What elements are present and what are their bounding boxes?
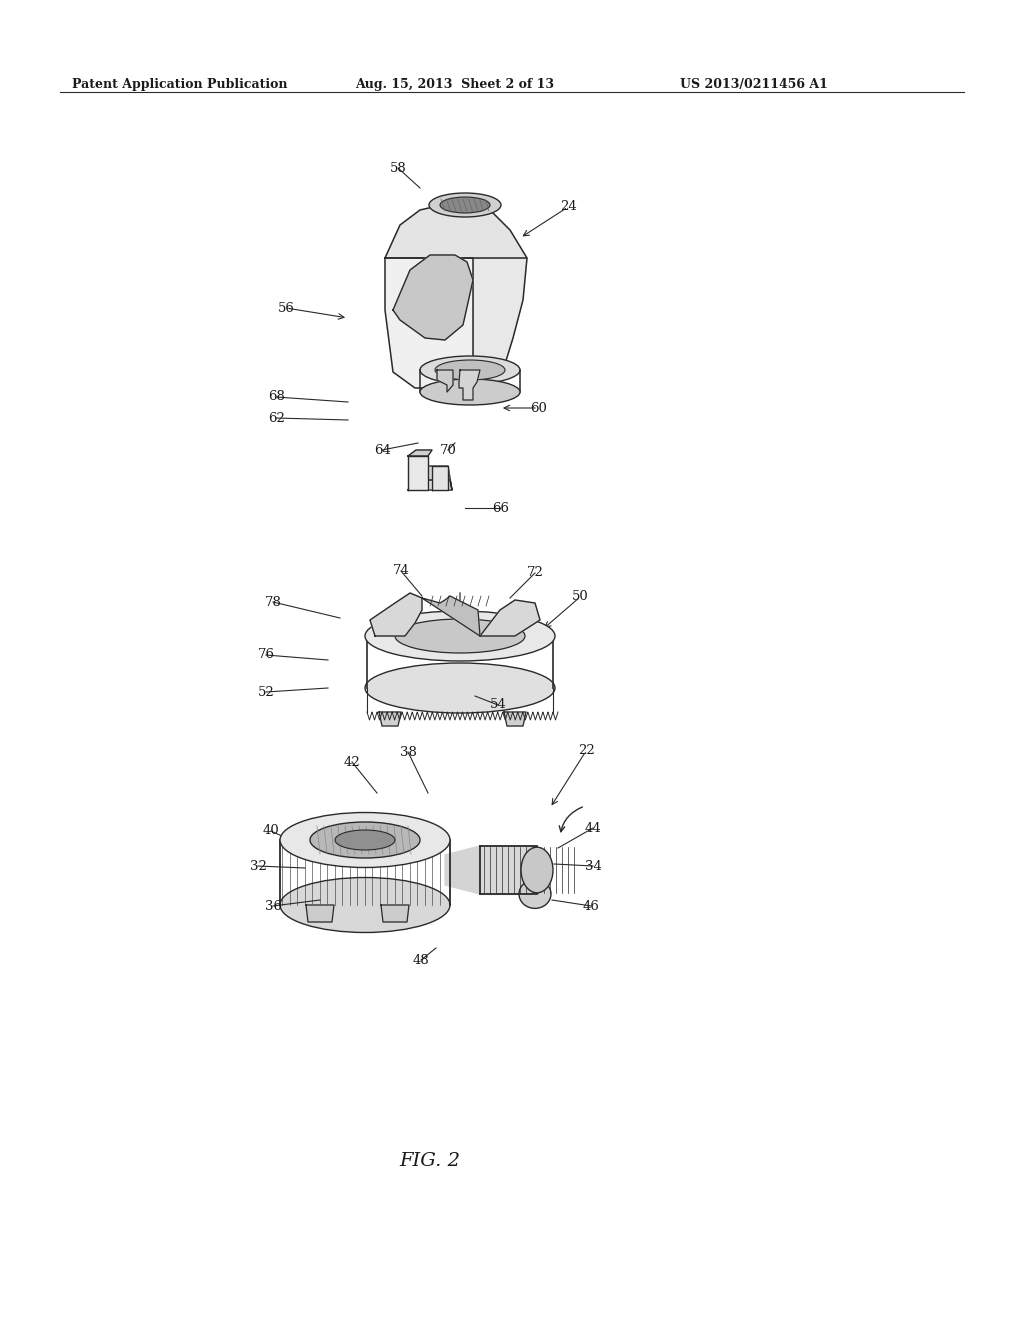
Text: 64: 64	[374, 444, 391, 457]
Text: Patent Application Publication: Patent Application Publication	[72, 78, 288, 91]
Polygon shape	[473, 257, 527, 364]
Text: 48: 48	[413, 953, 430, 966]
Polygon shape	[385, 257, 473, 388]
Text: 58: 58	[390, 161, 407, 174]
Ellipse shape	[420, 379, 520, 405]
Text: 76: 76	[258, 648, 275, 661]
Polygon shape	[445, 846, 480, 894]
Text: 72: 72	[527, 566, 544, 579]
Polygon shape	[408, 450, 432, 455]
Text: 68: 68	[268, 391, 285, 404]
Polygon shape	[370, 593, 422, 636]
Text: 44: 44	[585, 821, 602, 834]
Polygon shape	[412, 466, 452, 490]
Text: FIG. 2: FIG. 2	[399, 1152, 461, 1170]
Polygon shape	[385, 202, 527, 257]
Text: 46: 46	[583, 899, 600, 912]
Ellipse shape	[429, 193, 501, 216]
Ellipse shape	[420, 356, 520, 384]
Text: 70: 70	[440, 444, 457, 457]
Ellipse shape	[365, 663, 555, 713]
Polygon shape	[480, 601, 540, 636]
Text: Aug. 15, 2013  Sheet 2 of 13: Aug. 15, 2013 Sheet 2 of 13	[355, 78, 554, 91]
Text: 34: 34	[585, 859, 602, 873]
Text: 54: 54	[490, 698, 507, 711]
Text: 52: 52	[258, 685, 274, 698]
Text: 50: 50	[572, 590, 589, 603]
Polygon shape	[408, 480, 452, 490]
Ellipse shape	[440, 197, 490, 213]
Text: 32: 32	[250, 859, 267, 873]
Polygon shape	[393, 255, 473, 341]
Ellipse shape	[310, 822, 420, 858]
Text: 78: 78	[265, 595, 282, 609]
Text: 24: 24	[560, 201, 577, 214]
Polygon shape	[379, 711, 401, 726]
Text: 36: 36	[265, 899, 282, 912]
Polygon shape	[432, 466, 449, 490]
Polygon shape	[408, 455, 428, 490]
Polygon shape	[459, 370, 480, 400]
Text: 62: 62	[268, 412, 285, 425]
Ellipse shape	[395, 619, 525, 653]
Text: 22: 22	[578, 744, 595, 758]
Text: 40: 40	[263, 825, 280, 837]
Polygon shape	[422, 597, 480, 636]
Polygon shape	[306, 906, 334, 921]
Text: 42: 42	[344, 755, 360, 768]
Text: 38: 38	[400, 746, 417, 759]
Polygon shape	[480, 846, 537, 894]
Ellipse shape	[365, 611, 555, 661]
Text: 66: 66	[492, 502, 509, 515]
Text: 74: 74	[393, 565, 410, 578]
Ellipse shape	[521, 847, 553, 892]
Ellipse shape	[519, 879, 551, 908]
Ellipse shape	[435, 360, 505, 380]
Polygon shape	[437, 370, 453, 392]
Text: US 2013/0211456 A1: US 2013/0211456 A1	[680, 78, 827, 91]
Text: 56: 56	[278, 301, 295, 314]
Polygon shape	[504, 711, 526, 726]
Ellipse shape	[335, 830, 395, 850]
Ellipse shape	[280, 813, 450, 867]
Polygon shape	[381, 906, 409, 921]
Ellipse shape	[280, 878, 450, 932]
Text: 60: 60	[530, 401, 547, 414]
